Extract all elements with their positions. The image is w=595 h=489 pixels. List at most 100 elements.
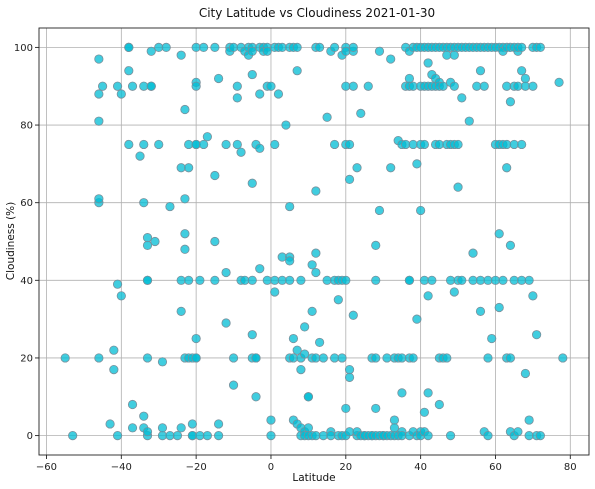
data-point xyxy=(498,275,508,285)
data-point xyxy=(464,116,474,126)
data-point xyxy=(142,353,153,363)
data-point xyxy=(505,353,516,363)
data-point xyxy=(502,163,512,173)
data-point xyxy=(303,392,313,402)
data-point xyxy=(371,353,381,363)
data-point xyxy=(202,430,212,441)
data-point xyxy=(457,275,467,285)
x-axis-label: Latitude xyxy=(292,472,335,484)
data-point xyxy=(333,295,343,305)
y-axis-ticks: 0 20 40 60 80 100 xyxy=(14,43,39,442)
data-point xyxy=(124,139,134,150)
data-point xyxy=(266,415,276,425)
data-point xyxy=(210,236,220,247)
y-tick-label: 100 xyxy=(14,43,33,54)
data-point xyxy=(475,66,486,76)
data-point xyxy=(184,275,194,285)
data-point xyxy=(389,415,400,425)
data-point xyxy=(157,357,168,367)
data-point xyxy=(135,151,145,161)
data-point xyxy=(475,306,486,316)
data-point xyxy=(232,139,242,150)
data-point xyxy=(554,77,564,87)
data-point xyxy=(116,89,126,99)
data-point xyxy=(255,264,265,274)
data-point xyxy=(449,50,459,60)
data-point xyxy=(109,364,119,375)
data-point xyxy=(315,42,325,53)
data-point xyxy=(176,306,186,316)
data-point xyxy=(124,42,134,53)
data-point xyxy=(195,275,205,285)
x-tick-label: −40 xyxy=(111,462,132,473)
data-point xyxy=(187,419,198,429)
data-point xyxy=(296,364,306,375)
data-point xyxy=(442,353,452,363)
data-point xyxy=(494,302,504,313)
data-point xyxy=(112,279,123,289)
data-point xyxy=(228,353,239,363)
data-point xyxy=(356,108,366,119)
data-point xyxy=(311,186,321,196)
data-point xyxy=(176,423,186,433)
data-point xyxy=(371,403,381,414)
data-point xyxy=(139,198,149,208)
data-point xyxy=(270,287,280,297)
x-tick-label: 40 xyxy=(414,462,427,473)
data-point xyxy=(94,194,104,204)
data-point xyxy=(416,205,426,216)
data-point xyxy=(213,73,224,84)
data-point xyxy=(292,345,302,355)
data-point xyxy=(303,423,313,433)
data-point xyxy=(311,248,321,258)
data-point xyxy=(535,430,545,441)
data-point xyxy=(228,380,239,390)
data-point xyxy=(210,42,220,53)
data-point xyxy=(68,430,78,441)
data-point xyxy=(423,430,433,441)
data-point xyxy=(524,415,534,425)
data-point xyxy=(150,236,160,247)
data-point xyxy=(213,430,224,441)
data-point xyxy=(419,139,429,150)
data-point xyxy=(180,194,190,204)
data-point xyxy=(157,423,168,433)
y-tick-label: 80 xyxy=(20,121,33,132)
x-tick-label: 20 xyxy=(339,462,352,473)
x-axis-ticks: −60 −40 −20 0 20 40 60 80 xyxy=(36,455,577,473)
data-point xyxy=(322,112,332,122)
data-point xyxy=(191,81,201,91)
data-point xyxy=(300,349,310,359)
data-point xyxy=(348,81,358,91)
data-point xyxy=(60,353,70,363)
data-point xyxy=(337,353,347,363)
data-point xyxy=(374,46,385,56)
data-point xyxy=(232,81,242,91)
data-point xyxy=(262,46,272,56)
data-point xyxy=(199,139,209,150)
data-point xyxy=(423,388,433,398)
data-point xyxy=(341,403,351,414)
data-point xyxy=(307,306,317,316)
y-tick-label: 40 xyxy=(20,276,33,287)
x-tick-label: −20 xyxy=(186,462,207,473)
data-point xyxy=(371,240,381,250)
data-point xyxy=(105,419,115,429)
data-point xyxy=(127,399,138,410)
data-point xyxy=(453,139,463,150)
data-point xyxy=(479,81,489,91)
data-point xyxy=(528,81,538,91)
data-point xyxy=(386,54,396,64)
data-point xyxy=(199,42,209,53)
data-point xyxy=(329,42,340,53)
data-point xyxy=(348,310,358,320)
x-tick-label: 80 xyxy=(564,462,577,473)
data-point xyxy=(374,205,385,216)
data-point xyxy=(285,201,295,212)
data-point xyxy=(296,275,306,285)
data-point xyxy=(292,42,302,53)
data-point xyxy=(423,58,433,68)
data-point xyxy=(445,430,456,441)
data-point xyxy=(352,163,362,173)
